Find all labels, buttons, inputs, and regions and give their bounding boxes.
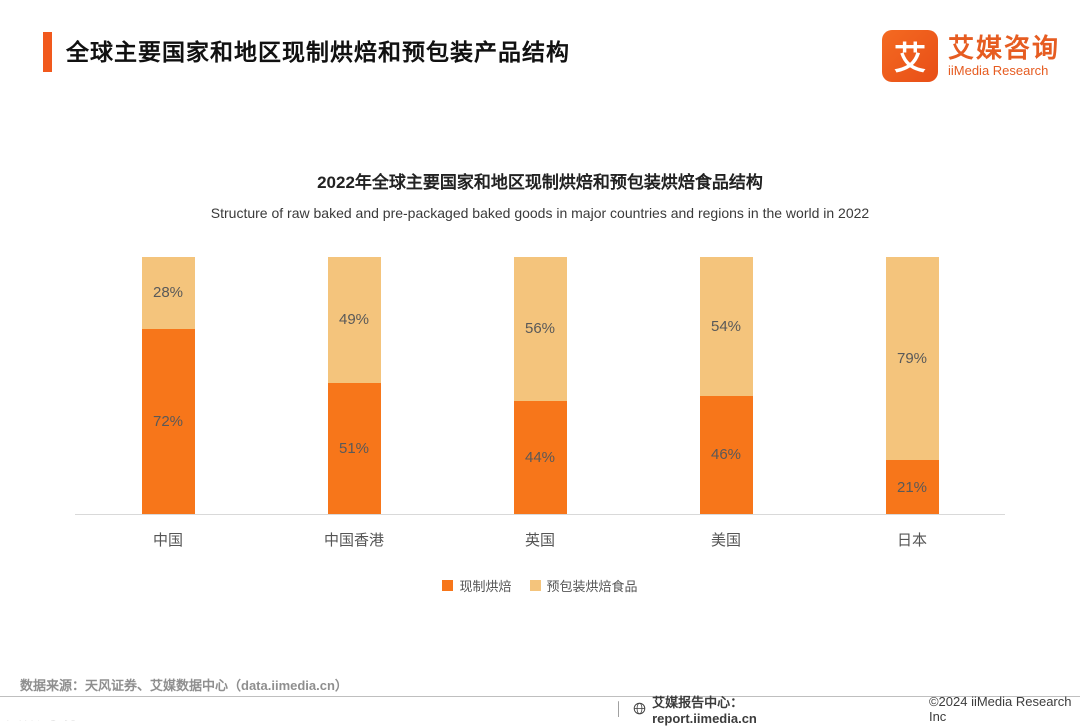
bar-中国香港: 49% 51%: [327, 257, 381, 514]
bar-中国: 28% 72%: [141, 257, 195, 514]
legend-swatch-icon: [442, 580, 454, 591]
brand-text: 艾媒咨询 iiMedia Research: [948, 33, 1060, 79]
segment-value-label: 49%: [338, 311, 370, 329]
segment-value-label: 21%: [896, 478, 928, 496]
segment-value-label: 51%: [338, 439, 370, 457]
segment-value-label: 54%: [710, 317, 742, 335]
bar-segment-现制烘焙: 51%: [327, 382, 381, 514]
brand-name-en: iiMedia Research: [947, 63, 1049, 78]
page-title: 全球主要国家和地区现制烘焙和预包装产品结构: [66, 39, 570, 65]
category-label: 美国: [710, 532, 741, 549]
bar-日本: 79% 21%: [885, 257, 939, 514]
chart-subtitle: Structure of raw baked and pre-packaged …: [210, 205, 870, 221]
legend-label: 现制烘焙: [459, 579, 512, 594]
legend-label: 预包装烘焙食品: [546, 579, 638, 594]
bar-segment-预包装烘焙食品: 54%: [699, 257, 753, 396]
globe-icon: [633, 702, 646, 715]
category-axis-labels: 中国 中国香港 英国 美国 日本: [75, 529, 1005, 550]
bar-segment-现制烘焙: 44%: [513, 400, 567, 514]
chart-title: 2022年全球主要国家和地区现制烘焙和预包装烘焙食品结构: [317, 173, 763, 192]
bar-segment-预包装烘焙食品: 56%: [513, 257, 567, 401]
footer-group: │ 艾媒报告中心：report.iimedia.cn ©2024 iiMedia…: [615, 692, 1080, 726]
bar-segment-预包装烘焙食品: 28%: [141, 257, 195, 329]
category-label: 中国: [152, 532, 183, 549]
bar-segment-预包装烘焙食品: 49%: [327, 257, 381, 383]
bar-segment-现制烘焙: 72%: [141, 328, 195, 514]
data-source-note: 数据来源：天风证券、艾媒数据中心（data.iimedia.cn）: [20, 678, 348, 693]
brand-name-cn: 艾媒咨询: [947, 33, 1060, 63]
brand-logo: 艾 艾媒咨询 iiMedia Research: [881, 30, 1060, 82]
bar-segment-预包装烘焙食品: 79%: [885, 257, 939, 461]
chart-legend: 现制烘焙 预包装烘焙食品: [75, 576, 1005, 595]
footer-bar: │ 艾媒报告中心：report.iimedia.cn ©2024 iiMedia…: [0, 694, 1080, 726]
legend-item: 预包装烘焙食品: [529, 576, 638, 595]
bar-segment-现制烘焙: 46%: [699, 395, 753, 514]
chart-block: 2022年全球主要国家和地区现制烘焙和预包装烘焙食品结构 Structure o…: [75, 168, 1005, 595]
bar-美国: 54% 46%: [699, 257, 753, 514]
legend-swatch-icon: [529, 580, 541, 591]
footer-divider: │: [615, 701, 624, 716]
bar-segment-现制烘焙: 21%: [885, 460, 939, 514]
header: 全球主要国家和地区现制烘焙和预包装产品结构 艾 艾媒咨询 iiMedia Res…: [43, 30, 1060, 94]
legend-item: 现制烘焙: [442, 576, 512, 595]
copyright-text: ©2024 iiMedia Research Inc: [928, 693, 1072, 724]
report-center-link: 艾媒报告中心：report.iimedia.cn: [652, 694, 757, 726]
segment-value-label: 44%: [524, 448, 556, 466]
segment-value-label: 79%: [896, 350, 928, 367]
iimedia-logo-icon: 艾: [881, 30, 938, 82]
category-label: 英国: [524, 532, 555, 549]
bar-英国: 56% 44%: [513, 257, 567, 514]
segment-value-label: 56%: [524, 320, 556, 338]
category-label: 日本: [896, 532, 927, 549]
segment-value-label: 46%: [710, 446, 742, 464]
title-accent-bar: [43, 32, 52, 72]
segment-value-label: 72%: [152, 412, 184, 430]
category-label: 中国香港: [323, 532, 384, 549]
segment-value-label: 28%: [152, 284, 184, 302]
stacked-bar-chart: 28% 72% 49% 51% 56% 44% 54% 46% 79% 21%: [75, 257, 1005, 515]
